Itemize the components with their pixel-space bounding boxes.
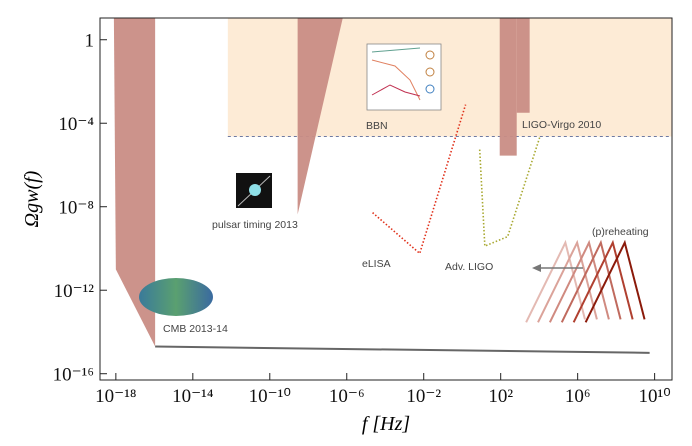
x-tick-label: 10⁻¹⁰ — [249, 386, 291, 407]
x-tick-label: 10⁶ — [565, 386, 591, 407]
shift-arrow-head — [532, 264, 541, 272]
cmb-map — [139, 278, 213, 316]
curve — [560, 239, 622, 323]
curve — [584, 239, 646, 323]
series-label: Adv. LIGO — [445, 261, 493, 273]
curve — [478, 136, 541, 248]
series-label: eLISA — [362, 258, 391, 270]
x-tick-label: 10⁻¹⁸ — [95, 386, 136, 407]
curve — [155, 345, 650, 354]
region — [297, 18, 343, 215]
y-axis-label: Ωgw(f) — [21, 170, 43, 227]
x-tick-label: 10⁻² — [406, 386, 441, 407]
bbn-frame — [366, 43, 442, 111]
y-tick-label: 10⁻⁴ — [58, 114, 94, 135]
x-axis-label: f [Hz] — [362, 413, 410, 435]
pulsar-star — [249, 184, 261, 196]
bbn-curve — [371, 84, 421, 97]
bbn-dot — [425, 67, 435, 77]
y-tick-label: 10⁻¹⁶ — [53, 365, 94, 386]
series-label: CMB 2013-14 — [163, 323, 228, 335]
bbn-dot — [425, 50, 435, 60]
region — [499, 18, 517, 156]
series-label: LIGO-Virgo 2010 — [522, 119, 601, 131]
bbn-dot — [425, 84, 435, 94]
y-tick-label: 10⁻¹² — [54, 281, 95, 302]
curve — [525, 239, 586, 323]
bbn-curve — [371, 47, 421, 53]
series-label: (p)reheating — [592, 226, 649, 238]
series-label: BBN — [366, 120, 388, 132]
region — [227, 18, 672, 137]
x-tick-label: 10² — [488, 386, 513, 407]
x-tick-label: 10⁻⁶ — [329, 386, 365, 407]
bbn-curve — [371, 59, 421, 101]
x-tick-label: 10⁻¹⁴ — [172, 386, 214, 407]
curve — [548, 239, 610, 323]
curve — [537, 239, 598, 323]
x-tick-label: 10¹⁰ — [638, 386, 670, 407]
plot-frame — [99, 17, 673, 381]
region — [516, 18, 530, 113]
y-tick-label: 1 — [85, 31, 95, 52]
curve — [572, 239, 634, 323]
region — [113, 18, 156, 347]
series-label: pulsar timing 2013 — [212, 219, 298, 231]
y-tick-label: 10⁻⁸ — [58, 198, 94, 219]
bbn-inset — [366, 43, 442, 111]
